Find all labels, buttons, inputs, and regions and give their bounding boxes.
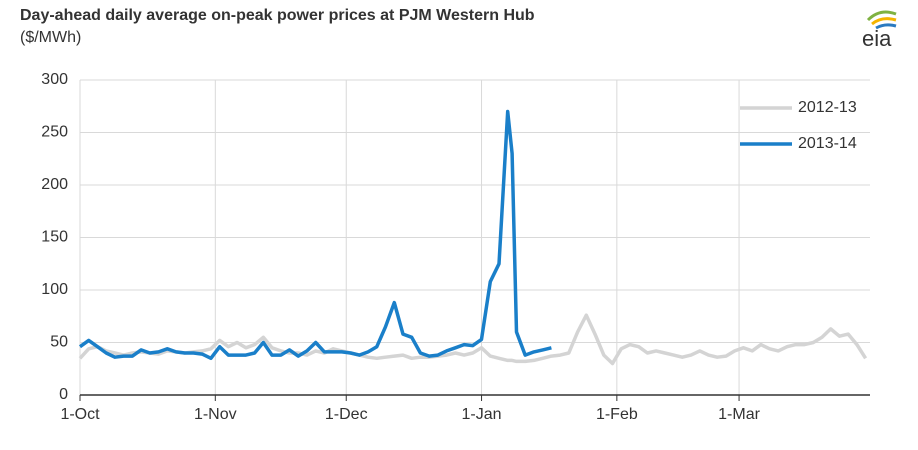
svg-text:eia: eia [862,26,892,51]
y-tick-label: 100 [41,281,68,298]
y-tick-label: 150 [41,229,68,246]
y-tick-label: 0 [59,386,68,403]
series-line [78,109,552,361]
legend-label: 2012-13 [798,99,857,116]
x-tick-label: 1-Nov [194,406,237,423]
y-tick-label: 200 [41,176,68,193]
y-tick-label: 300 [41,71,68,88]
chart-title: Day-ahead daily average on-peak power pr… [20,7,535,24]
chart-subtitle: ($/MWh) [20,29,81,46]
x-tick-label: 1-Mar [718,406,760,423]
legend-label: 2013-14 [798,135,857,152]
x-tick-label: 1-Feb [596,406,638,423]
y-tick-label: 250 [41,124,68,141]
series-line [78,313,868,366]
x-tick-label: 1-Oct [60,406,100,423]
x-tick-label: 1-Dec [325,406,368,423]
y-tick-label: 50 [50,334,68,351]
x-tick-label: 1-Jan [462,406,502,423]
eia-logo: eia [862,10,897,51]
